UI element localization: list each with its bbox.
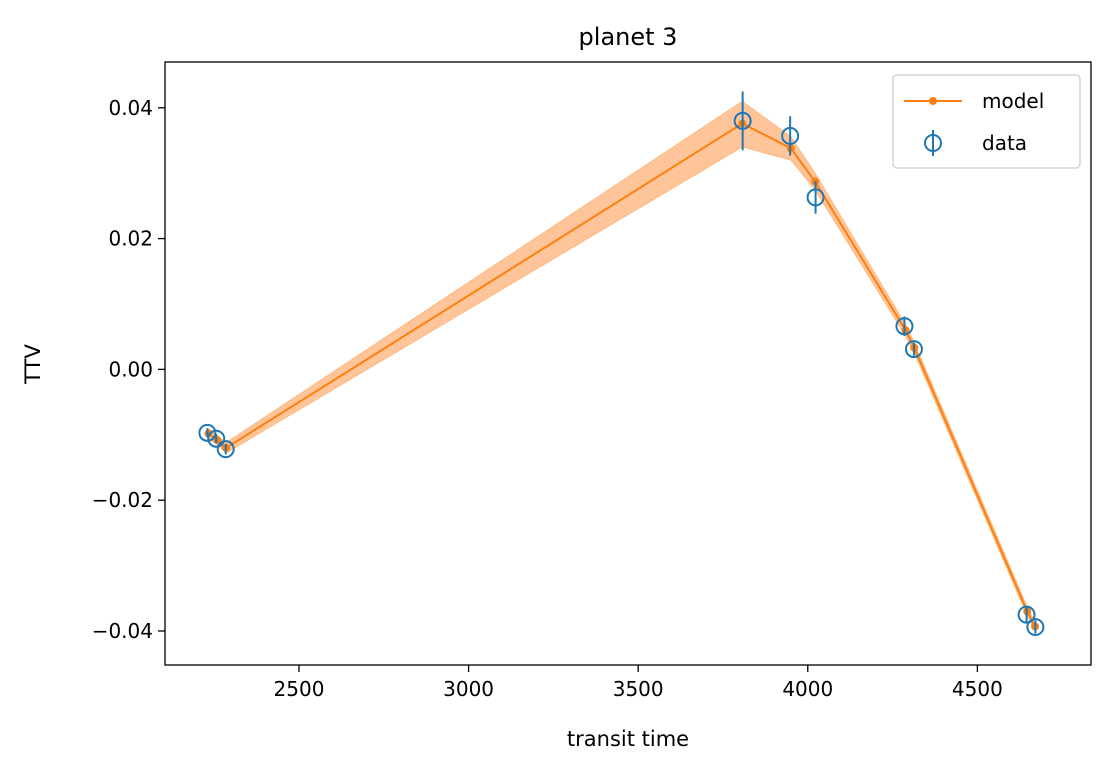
y-axis-label: TTV	[21, 344, 45, 385]
data-point	[733, 111, 752, 130]
y-tick-label: 0.00	[108, 357, 153, 381]
legend-box	[892, 74, 1081, 169]
plot-frame	[164, 61, 1092, 666]
x-tick-label: 3000	[443, 677, 494, 701]
data-point	[198, 423, 217, 442]
y-tick-label: 0.04	[108, 96, 153, 120]
data-point	[1026, 618, 1045, 637]
data-point	[806, 188, 825, 207]
y-tick-label: −0.02	[92, 488, 153, 512]
legend-model-label: model	[982, 89, 1044, 113]
legend-data-label: data	[982, 131, 1027, 155]
y-tick-label: 0.02	[108, 227, 153, 251]
legend: model data	[892, 74, 1081, 169]
legend-data-marker	[924, 134, 942, 152]
data-point	[904, 340, 923, 359]
data-point	[216, 440, 235, 459]
x-tick-label: 4000	[782, 677, 833, 701]
data-point	[781, 126, 800, 145]
data-point	[1017, 605, 1036, 624]
x-tick-label: 3500	[613, 677, 664, 701]
x-tick-label: 4500	[952, 677, 1003, 701]
x-tick-label: 2500	[274, 677, 325, 701]
y-tick-label: −0.04	[92, 619, 153, 643]
legend-model-marker	[929, 97, 937, 105]
x-axis-label: transit time	[567, 727, 689, 751]
data-point	[895, 317, 914, 336]
chart-title: planet 3	[579, 23, 678, 51]
data-point	[207, 429, 226, 448]
